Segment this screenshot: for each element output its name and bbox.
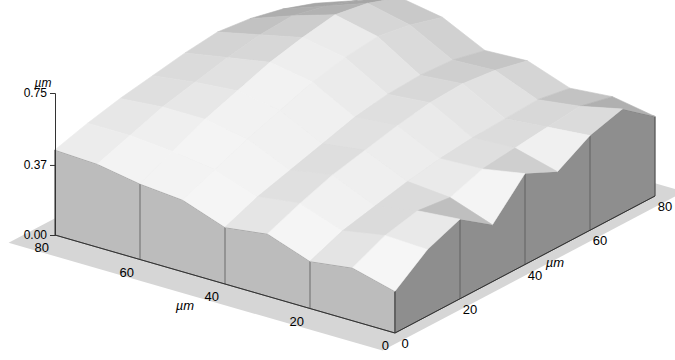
- x-tick-label: 20: [290, 314, 304, 329]
- y-axis-title: µm: [546, 255, 564, 270]
- y-tick-label: 20: [463, 302, 477, 317]
- z-axis: 0.000.370.75: [24, 86, 56, 242]
- y-tick-label: 80: [658, 199, 672, 214]
- z-axis-title: µm: [35, 76, 52, 90]
- y-axis-line: [395, 196, 655, 333]
- surface-cell: [483, 148, 558, 174]
- y-tick-label: 0: [401, 336, 408, 351]
- y-tick-line: [525, 174, 526, 265]
- y-tick-label: 40: [528, 268, 542, 283]
- x-tick-line: [225, 227, 226, 284]
- surface-cell: [353, 235, 428, 291]
- z-tick-label: 0.37: [24, 158, 48, 172]
- y-tick-line: [590, 136, 591, 231]
- x-axis-line: [55, 235, 395, 333]
- y-tick-line: [655, 116, 656, 196]
- z-tick-mark: [50, 235, 55, 236]
- x-tick-label: 40: [205, 289, 219, 304]
- x-tick-label: 0: [382, 338, 389, 353]
- z-tick-mark: [50, 93, 55, 94]
- x-tick-label: 80: [35, 240, 49, 255]
- y-tick-line: [395, 291, 396, 333]
- chart: 0.000.370.75µm020406080µm020406080µm: [0, 0, 675, 360]
- x-axis-title: µm: [176, 298, 194, 313]
- y-tick-label: 60: [593, 233, 607, 248]
- x-tick-line: [140, 184, 141, 260]
- y-tick-line: [460, 219, 461, 299]
- z-tick-mark: [50, 165, 55, 166]
- z-axis-line: [50, 94, 56, 236]
- x-tick-label: 60: [120, 265, 134, 280]
- plot-area: [55, 0, 655, 333]
- z-tick: 0.37: [24, 158, 55, 172]
- x-tick-line: [395, 291, 396, 333]
- x-tick-line: [310, 261, 311, 308]
